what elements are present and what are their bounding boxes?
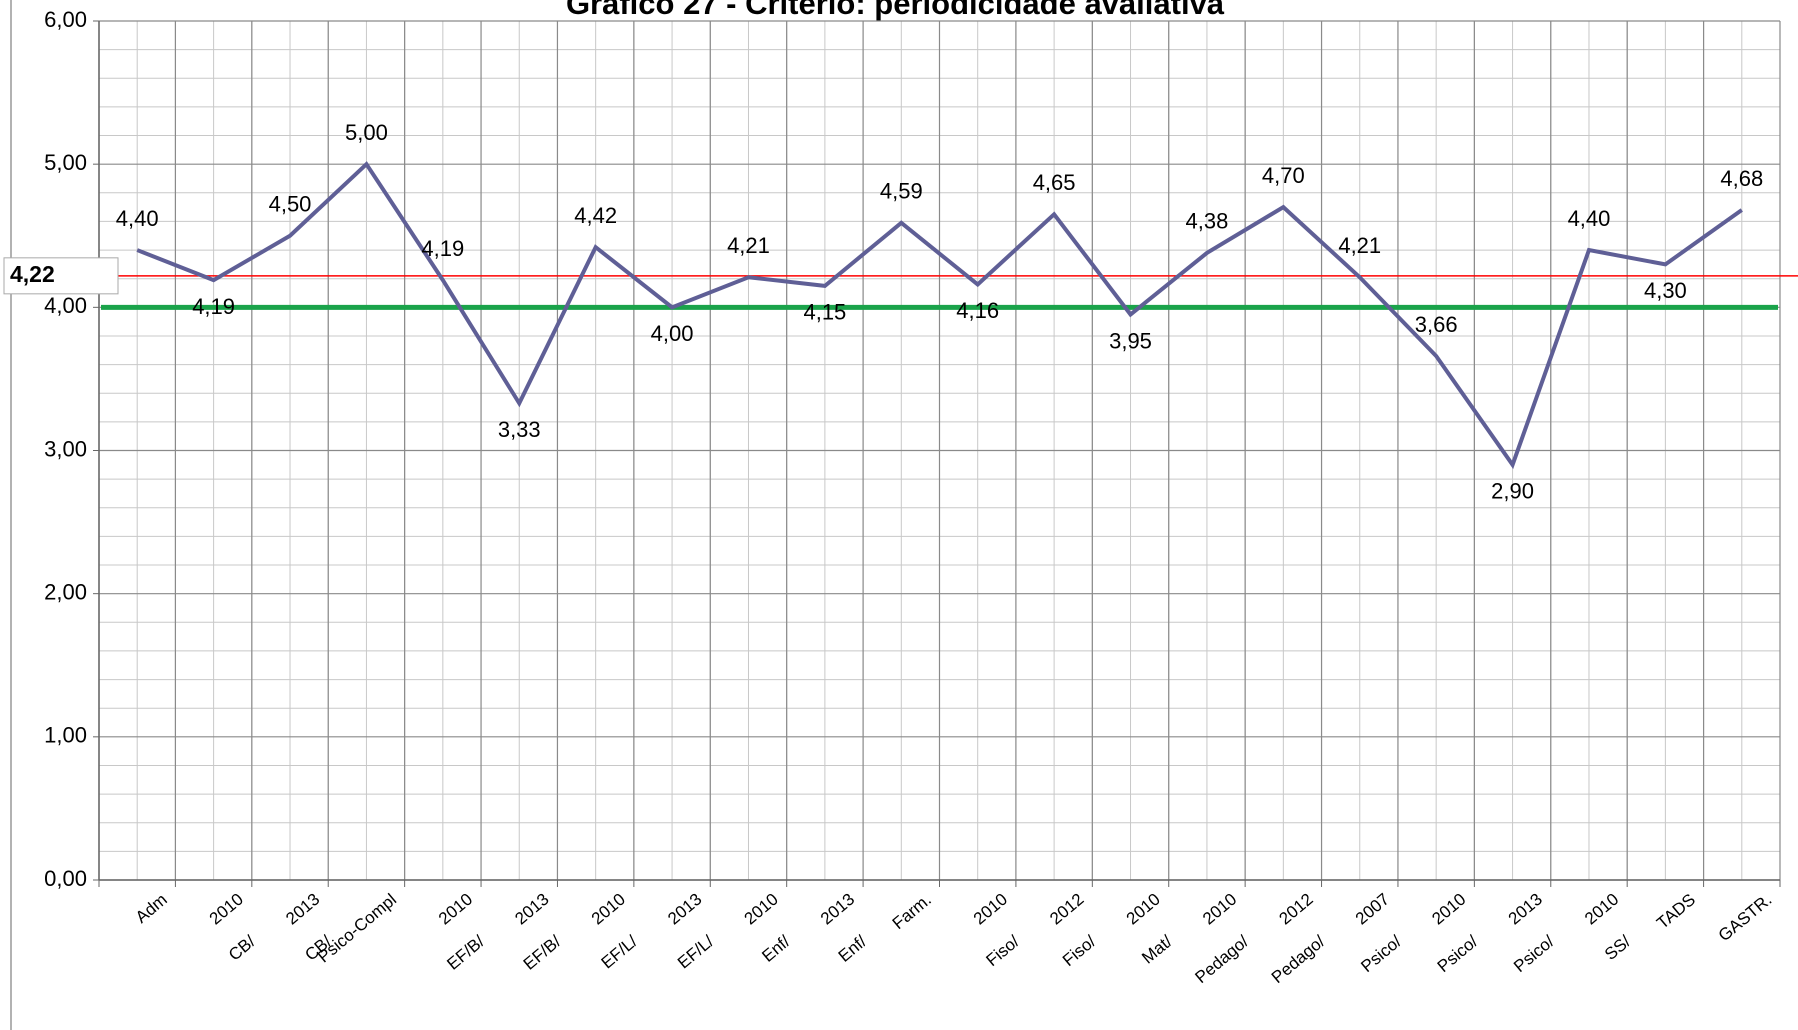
x-tick-label: Farm. (889, 890, 935, 933)
data-label: 4,70 (1262, 163, 1305, 188)
y-tick-label: 1,00 (44, 723, 87, 748)
x-tick-label: 2013Psico/ (1485, 890, 1572, 977)
x-tick-label: 2007Psico/ (1332, 890, 1419, 977)
data-label: 4,21 (1338, 233, 1381, 258)
data-label: 4,40 (1568, 206, 1611, 231)
x-tick-label: 2010Fiso/ (957, 890, 1037, 970)
data-label: 2,90 (1491, 479, 1534, 504)
y-tick-label: 3,00 (44, 436, 87, 461)
chart-title: Gráfico 27 - Critério: periodicidade ava… (566, 0, 1225, 21)
y-tick-label: 4,00 (44, 293, 87, 318)
x-tick-label: GASTR. (1715, 890, 1776, 945)
data-label: 4,40 (116, 206, 159, 231)
y-tick-label: 2,00 (44, 579, 87, 604)
x-tick-label: Adm (132, 890, 171, 927)
data-label: 3,33 (498, 417, 541, 442)
x-tick-label: 2010EF/B/ (418, 890, 502, 974)
data-label: 4,59 (880, 179, 923, 204)
y-tick-label: 6,00 (44, 7, 87, 32)
data-label: 3,66 (1415, 312, 1458, 337)
data-label: 5,00 (345, 120, 388, 145)
data-label: 4,19 (192, 294, 235, 319)
x-tick-label: 2010SS/ (1576, 890, 1649, 964)
x-tick-label: 2010Enf/ (733, 890, 808, 966)
x-tick-label: 2010Pedago/ (1166, 890, 1266, 987)
x-tick-label: 2010CB/ (200, 890, 273, 965)
x-tick-label: 2013EF/B/ (494, 890, 578, 974)
data-label: 4,68 (1720, 166, 1763, 191)
data-label: 4,16 (956, 298, 999, 323)
data-label: 4,65 (1033, 170, 1076, 195)
data-label: 4,19 (421, 236, 464, 261)
data-label: 4,50 (269, 192, 312, 217)
data-label: 4,38 (1186, 209, 1229, 234)
series-line (136, 161, 1743, 470)
x-tick-label: 2010EF/L/ (572, 890, 655, 973)
data-label: 4,00 (651, 321, 694, 346)
x-tick-label: TADS (1653, 890, 1699, 933)
x-tick-label: Psico-Compl (314, 890, 400, 966)
x-tick-label: 2013EF/L/ (649, 890, 732, 973)
x-tick-label: 2010Mat/ (1113, 890, 1190, 968)
data-label: 3,95 (1109, 328, 1152, 353)
x-tick-label: 2010Psico/ (1408, 890, 1495, 977)
data-label: 4,30 (1644, 278, 1687, 303)
y-tick-label: 5,00 (44, 150, 87, 175)
reference-label-box (3, 257, 119, 295)
reference-label: 4,22 (10, 261, 55, 287)
y-tick-label: 0,00 (44, 866, 87, 891)
data-label: 4,21 (727, 233, 770, 258)
data-label: 4,15 (803, 300, 846, 325)
x-tick-label: 2013Enf/ (809, 890, 884, 966)
x-tick-label: 2012Pedago/ (1242, 890, 1342, 987)
data-label: 4,42 (574, 203, 617, 228)
x-tick-label: 2012Fiso/ (1034, 890, 1114, 970)
